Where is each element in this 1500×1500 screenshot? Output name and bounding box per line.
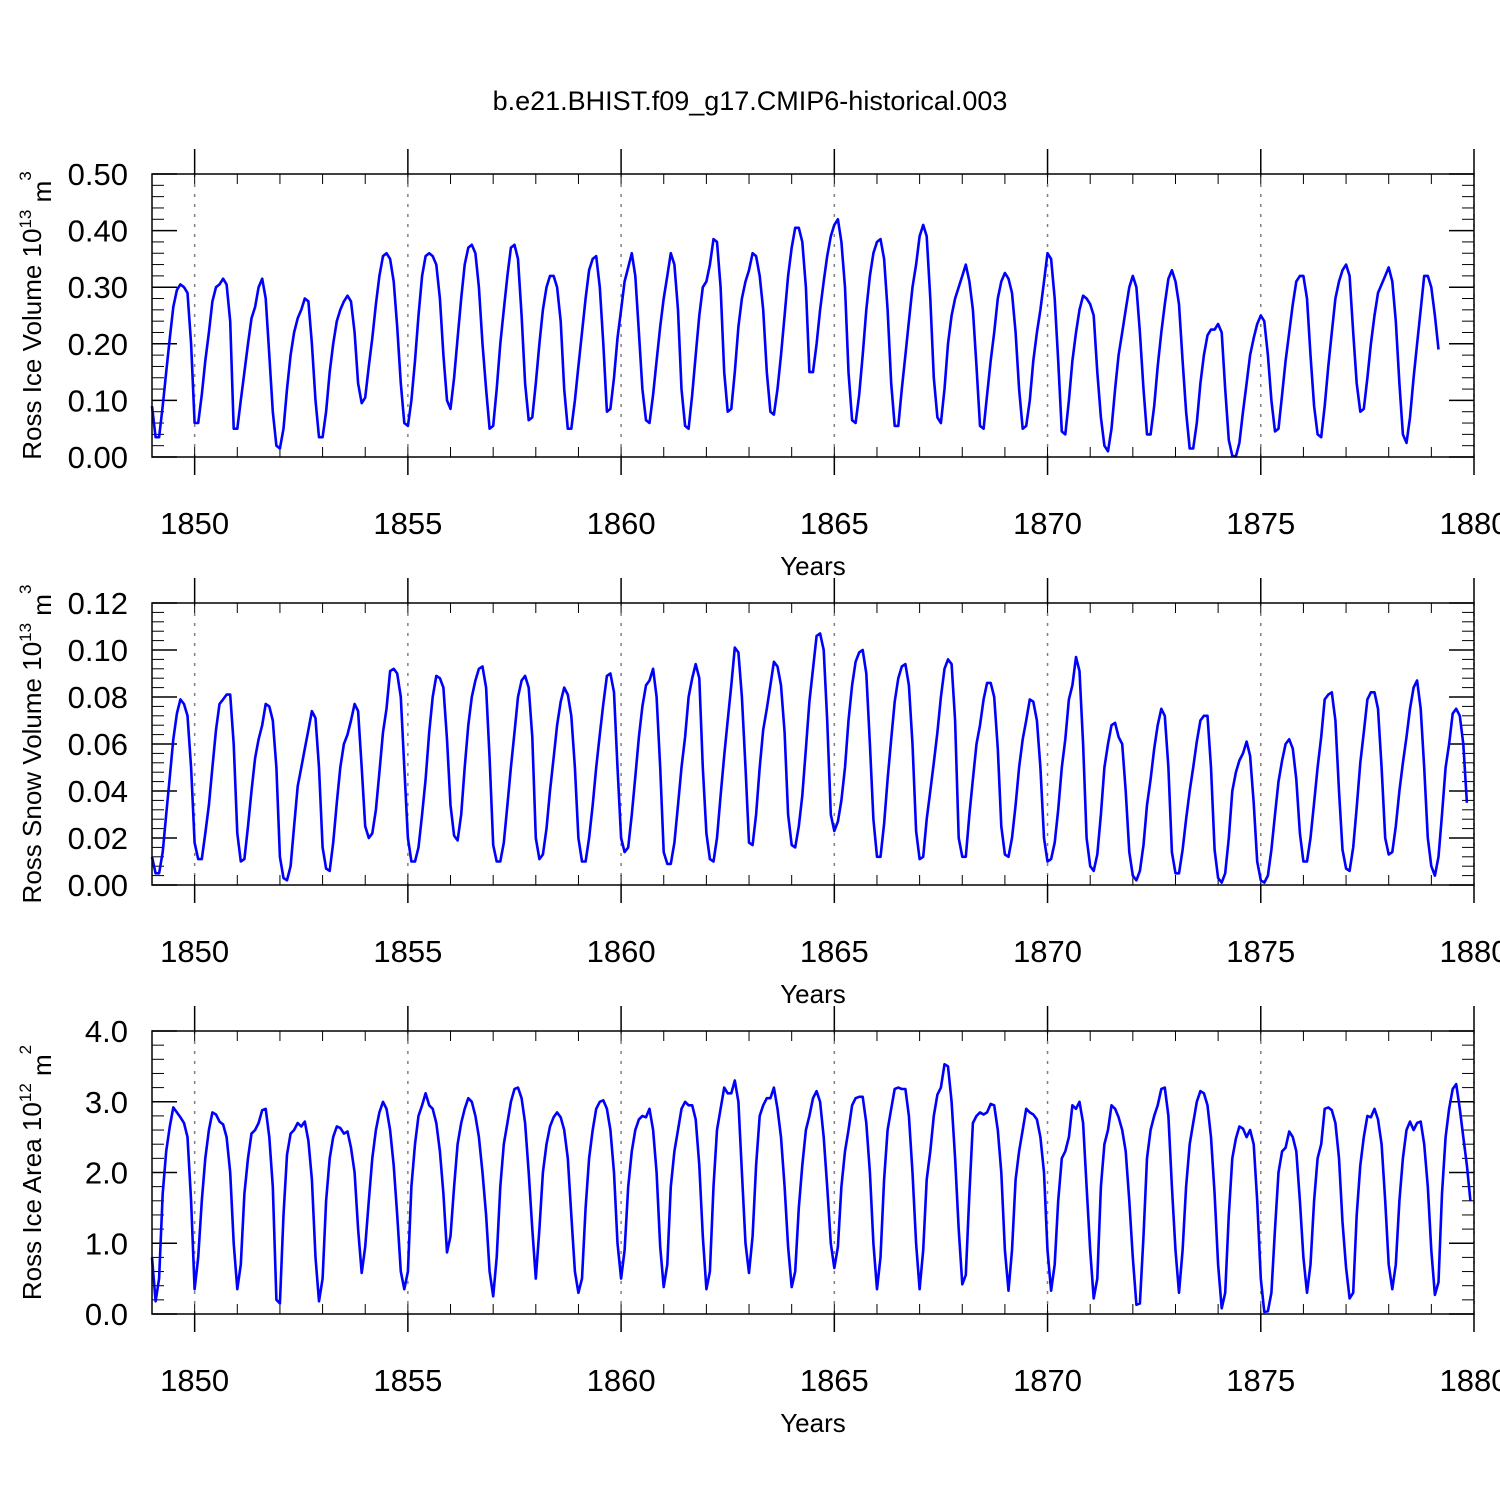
y-tick-label: 0.04 [68, 774, 128, 809]
x-tick-label: 1850 [160, 506, 229, 541]
x-tick-label: 1870 [1013, 1363, 1082, 1398]
y-axis-title-text: Ross Snow Volume 10 [17, 642, 47, 904]
x-tick-label: 1870 [1013, 934, 1082, 969]
y-tick-label: 0.30 [68, 270, 128, 305]
y-axis-title: Ross Ice Area 1012 m2 [16, 1045, 57, 1300]
x-tick-label: 1855 [373, 506, 442, 541]
y-tick-label: 0.02 [68, 821, 128, 856]
x-tick-label: 1880 [1440, 506, 1500, 541]
x-axis-title: Years [780, 1408, 846, 1438]
x-tick-label: 1875 [1226, 934, 1295, 969]
x-tick-label: 1850 [160, 934, 229, 969]
y-axis-title-exponent: 3 [16, 171, 35, 180]
x-axis-title: Years [780, 551, 846, 581]
x-tick-label: 1860 [587, 1363, 656, 1398]
y-tick-label: 0.20 [68, 327, 128, 362]
y-axis-title-exponent: 13 [16, 623, 35, 642]
y-axis-title-exponent: 12 [16, 1083, 35, 1102]
x-tick-label: 1875 [1226, 1363, 1295, 1398]
y-tick-label: 0.10 [68, 383, 128, 418]
x-tick-label: 1880 [1440, 1363, 1500, 1398]
y-tick-label: 4.0 [85, 1014, 128, 1049]
plot-frame [151, 173, 1475, 458]
x-tick-label: 1865 [800, 934, 869, 969]
plot-frame [151, 1030, 1475, 1315]
x-tick-label: 1850 [160, 1363, 229, 1398]
y-tick-label: 0.00 [68, 868, 128, 903]
x-tick-label: 1855 [373, 934, 442, 969]
y-tick-label: 0.50 [68, 157, 128, 192]
y-axis-title-exponent: 2 [16, 1045, 35, 1054]
data-series-line [150, 218, 1440, 458]
y-axis-title-text: m [27, 594, 57, 623]
y-tick-label: 0.40 [68, 214, 128, 249]
x-tick-label: 1860 [587, 934, 656, 969]
figure-title: b.e21.BHIST.f09_g17.CMIP6-historical.003 [492, 86, 1008, 116]
y-axis-title: Ross Snow Volume 1013 m3 [16, 585, 57, 904]
y-tick-label: 0.10 [68, 633, 128, 668]
panel-1: 1850 1855 1860 1865 1870 1875 1880 0.00 0.10 0.20… [16, 149, 1500, 581]
data-series-line [150, 632, 1469, 884]
y-axis-title-exponent: 13 [16, 210, 35, 229]
y-tick-label: 0.06 [68, 727, 128, 762]
x-tick-label: 1855 [373, 1363, 442, 1398]
x-tick-label: 1865 [800, 1363, 869, 1398]
y-tick-label: 0.12 [68, 586, 128, 621]
panel-2: 1850 1855 1860 1865 1870 1875 1880 0.00 0.02 0.04… [16, 578, 1500, 1009]
y-axis-title: Ross Ice Volume 1013 m3 [16, 171, 57, 460]
x-tick-label: 1870 [1013, 506, 1082, 541]
y-axis-title-exponent: 3 [16, 585, 35, 594]
x-tick-label: 1875 [1226, 506, 1295, 541]
x-tick-label: 1865 [800, 506, 869, 541]
x-tick-label: 1880 [1440, 934, 1500, 969]
plot-frame [151, 602, 1475, 886]
y-tick-label: 3.0 [85, 1085, 128, 1120]
y-tick-label: 0.08 [68, 680, 128, 715]
y-axis-title-text: m [27, 181, 57, 210]
data-series-line [150, 1063, 1472, 1314]
y-tick-label: 0.0 [85, 1297, 128, 1332]
y-axis-title-text: m [27, 1054, 57, 1083]
y-axis-title-text: Ross Ice Volume 10 [17, 229, 47, 460]
y-tick-label: 2.0 [85, 1156, 128, 1191]
x-tick-label: 1860 [587, 506, 656, 541]
y-tick-label: 1.0 [85, 1226, 128, 1261]
panel-3: 1850 1855 1860 1865 1870 1875 1880 0.0 1.0 2.0 3.0… [16, 1006, 1500, 1438]
y-tick-label: 0.00 [68, 440, 128, 475]
y-axis-title-text: Ross Ice Area 10 [17, 1102, 47, 1300]
x-axis-title: Years [780, 979, 846, 1009]
